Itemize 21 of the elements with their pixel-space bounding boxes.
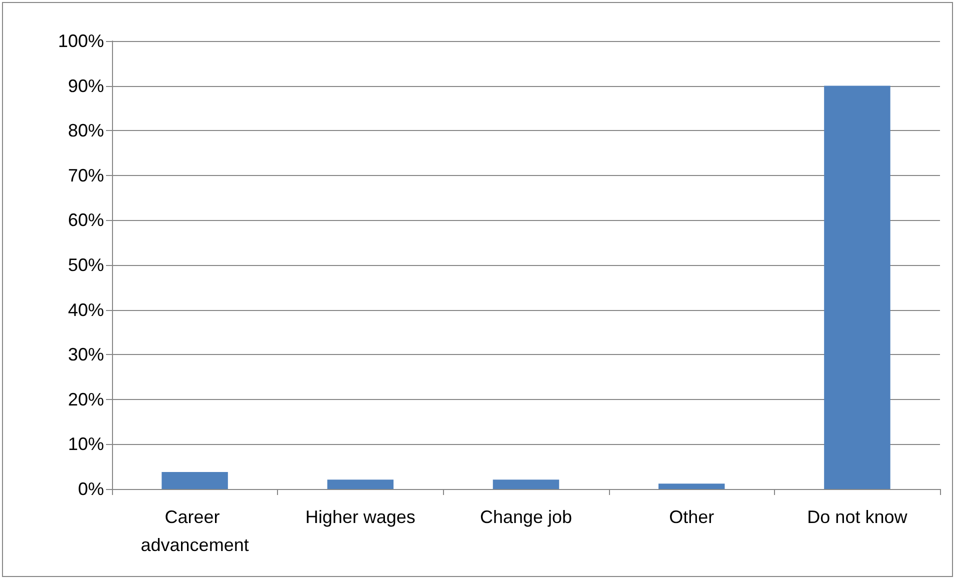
y-tick-label: 30%: [68, 344, 104, 365]
y-tick-label: 60%: [68, 210, 104, 230]
x-tick-label: Career advancement: [140, 507, 249, 555]
x-tick-label: Other: [669, 507, 714, 527]
y-tick-label: 50%: [68, 255, 104, 275]
x-tick-label: Change job: [480, 507, 572, 527]
y-tick-label: 20%: [68, 389, 104, 410]
y-tick-label: 70%: [68, 165, 104, 186]
y-tick-label: 80%: [68, 120, 104, 141]
bar: [162, 472, 228, 489]
x-tick-label: Do not know: [807, 507, 908, 527]
bar: [327, 480, 394, 489]
y-tick-label: 90%: [68, 76, 104, 96]
y-tick-label: 0%: [78, 479, 104, 499]
y-tick-label: 100%: [58, 31, 104, 51]
y-tick-label: 40%: [68, 300, 104, 320]
y-tick-label: 10%: [68, 434, 104, 454]
x-tick-label: Higher wages: [305, 507, 416, 527]
bar: [658, 484, 725, 489]
bar: [492, 480, 560, 489]
bar: [824, 86, 890, 489]
